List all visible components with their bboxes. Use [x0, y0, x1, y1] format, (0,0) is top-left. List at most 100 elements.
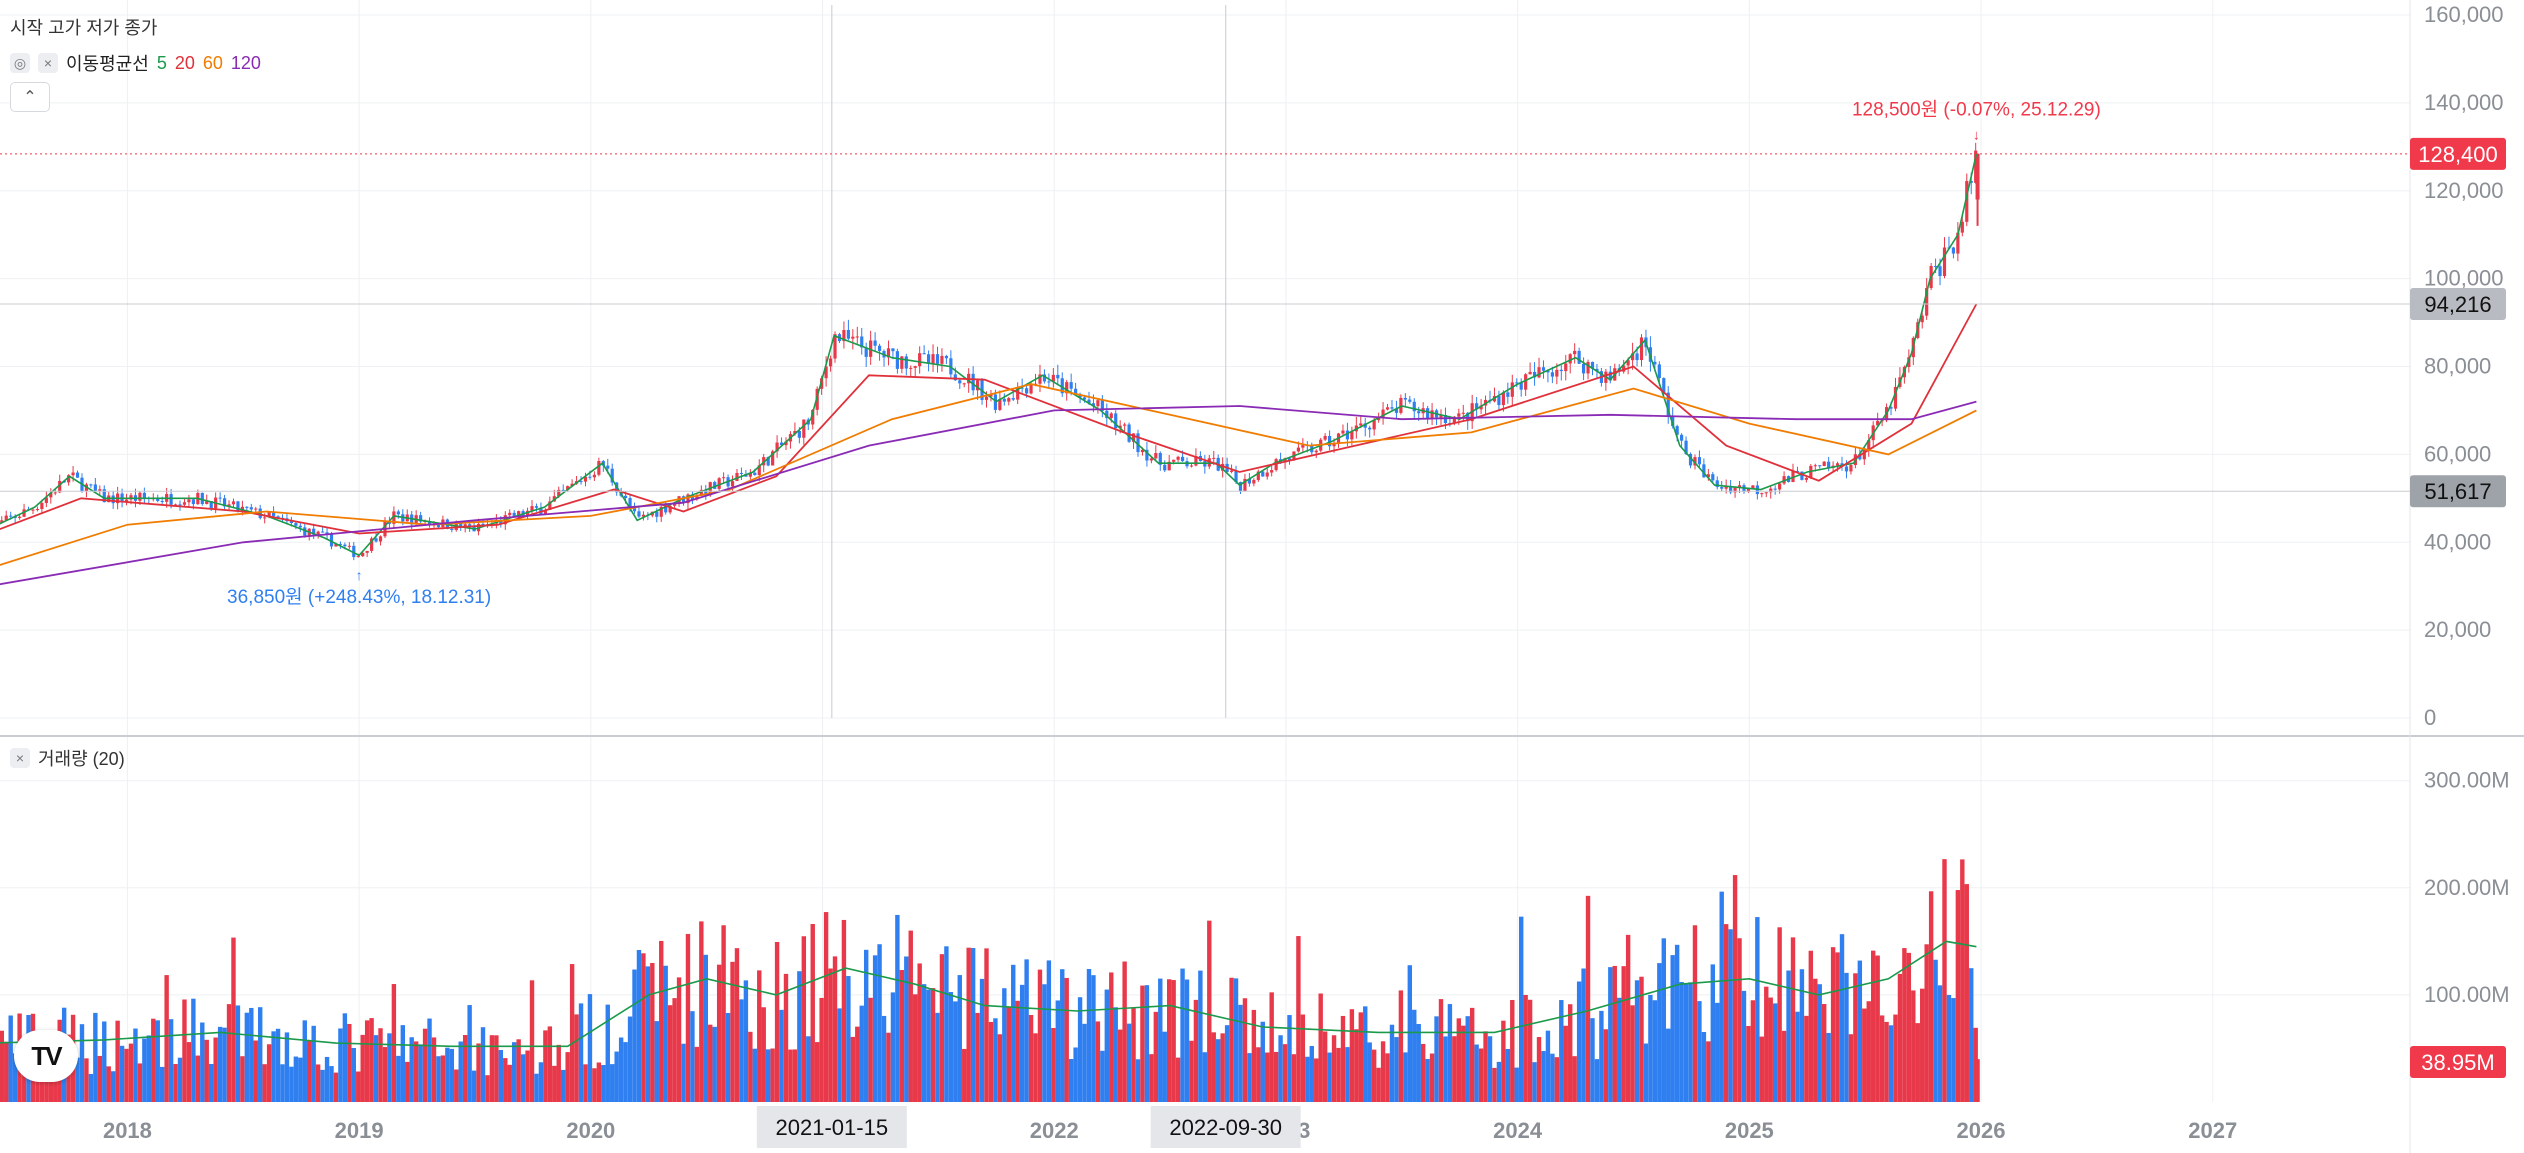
volume-bar — [1051, 1028, 1056, 1102]
candle-body — [1394, 408, 1399, 413]
ma-legend-label: 이동평균선 — [66, 54, 149, 74]
candle-body — [102, 489, 106, 503]
volume-bar — [445, 1047, 450, 1102]
candle-body — [891, 348, 895, 352]
candle-body — [1368, 427, 1372, 430]
volume-bar — [930, 988, 936, 1102]
candle-body — [329, 534, 334, 547]
volume-bar — [498, 1050, 504, 1102]
candle-body — [623, 495, 628, 498]
candle-body — [1497, 395, 1501, 406]
candle-body — [1096, 400, 1100, 407]
candle-body — [673, 503, 677, 506]
volume-bar — [115, 1020, 120, 1102]
volume-bar — [975, 1012, 980, 1102]
volume-bar — [734, 948, 740, 1102]
volume-bar — [1813, 978, 1818, 1102]
volume-bar — [186, 1042, 192, 1102]
volume-bar — [391, 984, 397, 1102]
volume-bar — [913, 994, 918, 1102]
candle-body — [1573, 350, 1577, 355]
volume-bar — [204, 1039, 209, 1102]
candle-body — [655, 511, 659, 517]
volume-bar — [605, 1004, 610, 1102]
candle-body — [1813, 465, 1817, 467]
volume-bar — [351, 1048, 356, 1102]
close-icon[interactable]: × — [10, 748, 30, 768]
candle-body — [1074, 388, 1078, 395]
candle-body — [468, 524, 472, 527]
volume-bar — [997, 1034, 1003, 1102]
volume-bar — [1033, 1033, 1038, 1102]
volume-bar — [329, 1066, 334, 1102]
volume-bar — [284, 1032, 290, 1102]
candle-body — [387, 521, 392, 524]
volume-bar — [1781, 1030, 1787, 1102]
volume-bar — [133, 1028, 138, 1102]
candle-body — [1114, 413, 1118, 429]
volume-bar — [939, 954, 945, 1102]
candle-body — [860, 336, 864, 348]
volume-bar — [1465, 1016, 1470, 1102]
candle-body — [312, 528, 316, 535]
volume-bar — [173, 1064, 178, 1102]
high-arrow: ↓ — [1973, 126, 1980, 142]
volume-bar — [356, 1071, 361, 1102]
candle-body — [543, 509, 547, 515]
close-icon[interactable]: × — [38, 53, 58, 73]
candle-body — [1581, 363, 1586, 374]
candle-body — [797, 430, 801, 438]
candle-body — [1969, 180, 1973, 183]
candle-body — [566, 486, 570, 491]
volume-bar — [1715, 1002, 1720, 1102]
volume-bar — [1875, 955, 1880, 1102]
crosshair-date-label: 2022-09-30 — [1169, 1115, 1282, 1140]
candle-body — [1243, 478, 1247, 492]
candle-body — [811, 409, 815, 425]
volume-tick-label: 300.00M — [2424, 768, 2510, 793]
candle-body — [588, 476, 592, 478]
candle-body — [1345, 430, 1350, 440]
candle-body — [1399, 397, 1403, 413]
collapse-legend-button[interactable]: ⌃ — [10, 82, 50, 112]
candle-body — [40, 502, 44, 510]
volume-bar — [819, 997, 824, 1102]
volume-bar — [217, 1026, 223, 1102]
eye-slash-icon[interactable]: ◎ — [10, 53, 30, 73]
volume-tick-label: 100.00M — [2424, 982, 2510, 1007]
candle-body — [267, 511, 271, 518]
volume-bar — [1701, 1032, 1707, 1102]
volume-bar — [988, 1021, 994, 1102]
candle-body — [704, 489, 708, 496]
volume-bar — [868, 997, 873, 1102]
candle-body — [9, 515, 13, 517]
volume-bar — [1634, 980, 1640, 1102]
volume-bar — [1265, 1052, 1270, 1102]
volume-bar — [1951, 998, 1956, 1102]
volume-bar — [1964, 884, 1969, 1102]
candle-body — [1764, 492, 1768, 494]
volume-bar — [1104, 989, 1110, 1102]
candle-body — [1256, 471, 1260, 480]
volume-bar — [529, 980, 535, 1102]
crosshair-date-bg — [756, 1106, 907, 1148]
candle-body — [191, 499, 195, 505]
candle-body — [1323, 435, 1327, 440]
tradingview-logo[interactable]: TV — [14, 1030, 78, 1082]
volume-bar — [779, 1009, 784, 1102]
volume-bar — [1710, 964, 1715, 1102]
candle-body — [641, 514, 646, 517]
candle-body — [249, 507, 253, 510]
candle-body — [263, 517, 267, 519]
volume-bar — [659, 940, 664, 1102]
candle-body — [1091, 403, 1096, 407]
volume-bar — [1447, 1004, 1453, 1102]
candle-body — [49, 492, 53, 498]
candle-body — [512, 512, 516, 518]
volume-bar — [855, 1026, 860, 1102]
candle-body — [1461, 412, 1465, 414]
candle-body — [182, 502, 187, 505]
volume-bar — [1821, 1003, 1827, 1102]
ma-legend-60: 60 — [202, 52, 223, 73]
